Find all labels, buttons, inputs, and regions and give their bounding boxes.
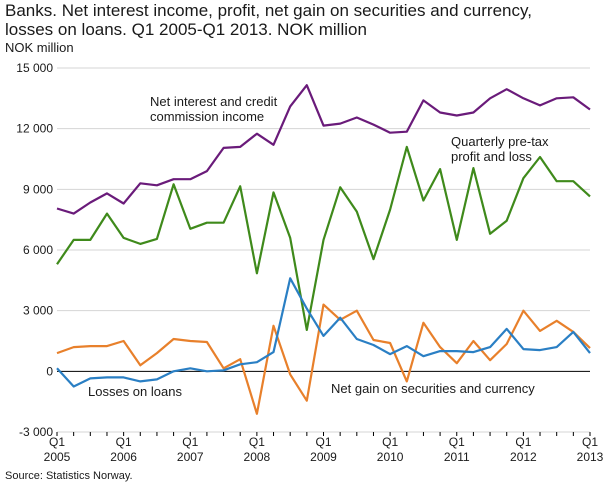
y-tick-label: 6 000 bbox=[23, 243, 53, 257]
x-tick-label-quarter: Q1 bbox=[582, 435, 598, 449]
y-tick-label: 15 000 bbox=[16, 61, 53, 75]
x-tick-label-quarter: Q1 bbox=[49, 435, 65, 449]
y-tick-labels: -3 000 0 3 000 6 000 9 000 12 000 15 000 bbox=[16, 61, 53, 439]
chart-title-line-2: losses on loans. Q1 2005-Q1 2013. NOK mi… bbox=[5, 20, 367, 39]
x-tick-label-quarter: Q1 bbox=[116, 435, 132, 449]
chart-title: Banks. Net interest income, profit, net … bbox=[5, 1, 605, 39]
x-tick-label-year: 2012 bbox=[510, 450, 537, 464]
annotation-label: Net gain on securities and currency bbox=[331, 381, 535, 396]
series-line bbox=[56, 145, 591, 331]
annotation-label: profit and loss bbox=[451, 149, 532, 164]
x-tick-label-year: 2008 bbox=[244, 450, 271, 464]
y-tick-label: 3 000 bbox=[23, 304, 53, 318]
x-tick-label-year: 2010 bbox=[377, 450, 404, 464]
x-tick-label-quarter: Q1 bbox=[315, 435, 331, 449]
series-line bbox=[56, 84, 591, 215]
x-tick-label-quarter: Q1 bbox=[382, 435, 398, 449]
x-tick-label-year: 2005 bbox=[44, 450, 71, 464]
chart-title-line-1: Banks. Net interest income, profit, net … bbox=[5, 1, 532, 20]
x-tick-label-year: 2007 bbox=[177, 450, 204, 464]
x-tick-label-quarter: Q1 bbox=[449, 435, 465, 449]
series-line bbox=[56, 277, 591, 388]
x-tick-label-quarter: Q1 bbox=[182, 435, 198, 449]
annotation-label: Quarterly pre-tax bbox=[451, 134, 549, 149]
y-axis-unit-label: NOK million bbox=[5, 40, 74, 55]
grid-lines bbox=[57, 67, 590, 433]
annotation-label: commission income bbox=[150, 109, 264, 124]
x-tick-label-quarter: Q1 bbox=[249, 435, 265, 449]
annotation-label: Losses on loans bbox=[88, 384, 182, 399]
source-note: Source: Statistics Norway. bbox=[5, 470, 133, 482]
x-tick-label-year: 2006 bbox=[110, 450, 137, 464]
y-tick-label: -3 000 bbox=[19, 425, 53, 439]
x-tick-label-year: 2011 bbox=[444, 450, 470, 464]
x-tick-label-year: 2013 bbox=[577, 450, 604, 464]
x-tick-labels: Q12005Q12006Q12007Q12008Q12009Q12010Q120… bbox=[44, 432, 604, 464]
annotation-label: Net interest and credit bbox=[150, 94, 278, 109]
y-tick-label: 0 bbox=[46, 364, 53, 378]
y-tick-label: 9 000 bbox=[23, 182, 53, 196]
series-lines bbox=[56, 84, 591, 415]
x-tick-label-quarter: Q1 bbox=[515, 435, 531, 449]
y-tick-label: 12 000 bbox=[16, 122, 53, 136]
x-tick-label-year: 2009 bbox=[310, 450, 337, 464]
series-line bbox=[56, 303, 591, 415]
